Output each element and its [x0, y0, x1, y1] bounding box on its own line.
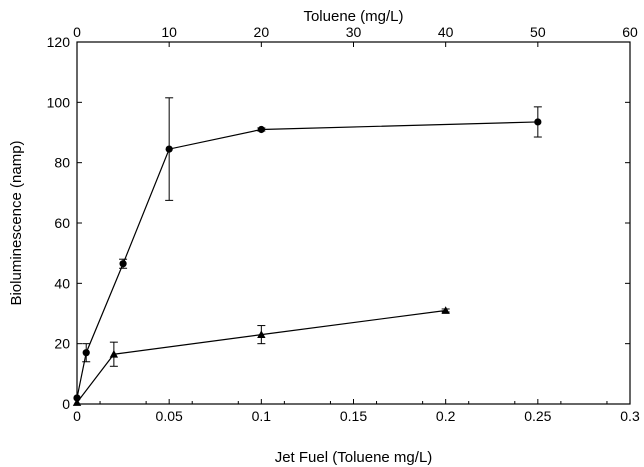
x-tick-label: 0.15	[340, 408, 367, 424]
series-2-line	[76, 309, 446, 403]
y-tick-label: 100	[47, 94, 71, 110]
y-tick-label: 40	[54, 275, 70, 291]
x-tick-label: 0.2	[436, 408, 456, 424]
x-tick-label: 0.25	[524, 408, 551, 424]
x2-tick-label: 40	[438, 24, 454, 40]
x2-tick-label: 60	[622, 24, 638, 40]
x2-tick-label: 0	[73, 24, 81, 40]
y-tick-label: 0	[62, 396, 70, 412]
x2-axis-title: Toluene (mg/L)	[303, 8, 403, 25]
data-point-circle	[165, 145, 173, 153]
y-tick-label: 80	[54, 155, 70, 171]
y-tick-label: 60	[54, 215, 70, 231]
data-point-triangle	[441, 306, 450, 314]
series-1-line	[76, 121, 538, 399]
x-tick-label: 0.3	[620, 408, 640, 424]
y-tick-label: 20	[54, 336, 70, 352]
data-point-circle	[257, 125, 265, 134]
x-axis-title: Jet Fuel (Toluene mg/L)	[275, 449, 433, 466]
series	[72, 97, 542, 406]
data-point-circle	[119, 260, 127, 268]
data-point-triangle	[109, 350, 119, 358]
y-axis-title: Bioluminescence (namp)	[8, 140, 25, 305]
data-point-triangle	[257, 330, 266, 338]
x2-tick-label: 10	[161, 24, 177, 40]
y-tick-label: 120	[47, 34, 71, 50]
x2-tick-label: 20	[254, 24, 270, 40]
x2-tick-label: 50	[530, 24, 546, 40]
x-tick-label: 0.1	[252, 408, 272, 424]
plot-frame	[76, 41, 631, 405]
x-tick-label: 0	[73, 408, 81, 424]
x-tick-label: 0.05	[156, 408, 183, 424]
x2-tick-label: 30	[346, 24, 362, 40]
data-point-circle	[534, 118, 542, 126]
data-point-circle	[82, 349, 90, 357]
data-point-triangle	[72, 398, 82, 406]
ticks: 0 0.05 0.1 0.15 0.2 0.25 0.3 0 10 20 30 40 50 60 0 20 40…	[47, 24, 640, 424]
